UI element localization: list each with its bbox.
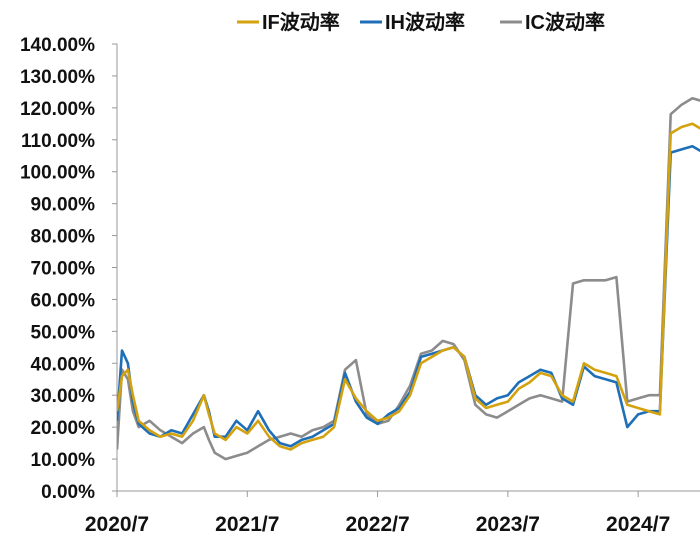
y-tick-label: 50.00% xyxy=(31,322,96,343)
y-tick-label: 140.00% xyxy=(20,35,95,56)
y-tick-label: 100.00% xyxy=(20,163,95,184)
y-tick-label: 20.00% xyxy=(31,418,96,439)
x-tick-label: 2021/7 xyxy=(215,513,279,536)
y-tick-label: 80.00% xyxy=(31,227,96,248)
y-tick-label: 70.00% xyxy=(31,259,96,280)
y-tick-label: 120.00% xyxy=(20,99,95,120)
x-tick-label: 2023/7 xyxy=(476,513,540,536)
legend-label: IF波动率 xyxy=(262,10,340,34)
y-tick-label: 90.00% xyxy=(31,195,96,216)
x-tick-label: 2020/7 xyxy=(85,513,149,536)
x-axis: 2020/7 2021/7 2022/7 2023/7 2024/7 xyxy=(85,490,700,536)
x-tick-label: 2024/7 xyxy=(606,513,670,536)
y-tick-label: 130.00% xyxy=(20,67,95,88)
x-tick-label: 2022/7 xyxy=(345,513,409,536)
y-tick-label: 60.00% xyxy=(31,290,96,311)
y-tick-label: 10.00% xyxy=(31,450,96,471)
legend-label: IC波动率 xyxy=(525,10,605,34)
legend-label: IH波动率 xyxy=(385,10,465,34)
y-tick-label: 30.00% xyxy=(31,386,96,407)
y-axis: 0.00% 10.00% 20.00% 30.00% 40.00% 50.00% 60.00… xyxy=(20,35,118,503)
series-line-1 xyxy=(117,122,700,451)
y-tick-label: 0.00% xyxy=(41,482,95,503)
plot-area xyxy=(117,97,700,461)
y-tick-label: 40.00% xyxy=(31,354,96,375)
series-line-3 xyxy=(117,97,700,461)
legend: IF波动率 IH波动率 IC波动率 xyxy=(237,10,605,34)
y-tick-label: 110.00% xyxy=(21,131,95,152)
